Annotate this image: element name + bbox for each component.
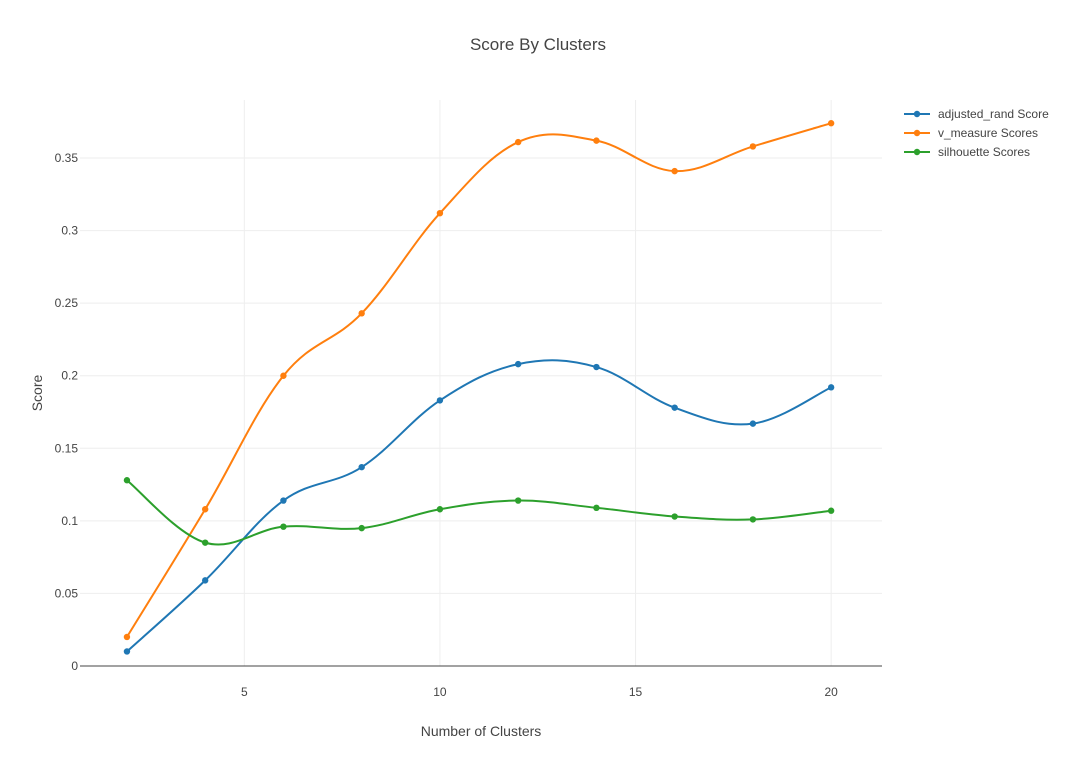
legend-marker — [913, 110, 921, 118]
data-point[interactable] — [827, 384, 835, 391]
data-point[interactable] — [749, 516, 757, 523]
grid-lines — [80, 100, 882, 666]
legend-marker — [913, 129, 921, 137]
data-point[interactable] — [593, 504, 600, 512]
data-point[interactable] — [671, 404, 678, 411]
series-line — [126, 122, 832, 638]
data-point[interactable] — [201, 539, 209, 546]
legend-marker — [913, 148, 921, 156]
y-tick-label: 0.35 — [55, 151, 79, 165]
legend[interactable]: adjusted_rand Score v_measure Scores silho… — [904, 107, 1049, 159]
data-point[interactable] — [436, 210, 444, 217]
y-tick-label: 0.15 — [55, 441, 79, 455]
x-tick-label: 5 — [241, 685, 248, 699]
legend-label: adjusted_rand Score — [938, 107, 1049, 121]
data-point[interactable] — [201, 506, 209, 513]
series-line — [126, 479, 832, 546]
data-point[interactable] — [358, 524, 365, 532]
axes: 5 10 15 20 0 0.05 0.1 0.15 0.2 0.25 0.3 0.35 — [55, 151, 882, 699]
series-2 — [123, 477, 835, 546]
data-point[interactable] — [123, 477, 131, 484]
legend-item[interactable]: v_measure Scores — [904, 126, 1038, 140]
y-tick-label: 0.3 — [61, 224, 78, 238]
data-point[interactable] — [280, 372, 287, 379]
data-point[interactable] — [593, 363, 600, 371]
series-0 — [123, 359, 835, 655]
y-tick-label: 0 — [71, 659, 78, 673]
data-point[interactable] — [671, 513, 678, 520]
y-tick-label: 0.1 — [61, 514, 78, 528]
data-point[interactable] — [749, 143, 757, 150]
data-point[interactable] — [280, 497, 287, 504]
data-point[interactable] — [514, 497, 522, 504]
data-point[interactable] — [827, 120, 835, 127]
data-point[interactable] — [436, 397, 444, 404]
data-point[interactable] — [358, 463, 365, 471]
series-1 — [123, 120, 835, 641]
legend-item[interactable]: adjusted_rand Score — [904, 107, 1049, 121]
y-axis-title: Score — [29, 375, 45, 412]
y-tick-label: 0.05 — [55, 586, 79, 600]
series-line — [126, 359, 832, 653]
legend-item[interactable]: silhouette Scores — [904, 145, 1030, 159]
legend-label: silhouette Scores — [938, 145, 1030, 159]
legend-label: v_measure Scores — [938, 126, 1038, 140]
chart-title: Score By Clusters — [470, 35, 606, 54]
x-tick-label: 20 — [824, 685, 838, 699]
data-point[interactable] — [358, 310, 365, 317]
y-tick-label: 0.2 — [61, 369, 78, 383]
data-point[interactable] — [123, 648, 131, 655]
y-tick-label: 0.25 — [55, 296, 79, 310]
series-lines — [123, 120, 835, 655]
data-point[interactable] — [671, 167, 678, 175]
data-point[interactable] — [514, 360, 522, 368]
x-axis-title: Number of Clusters — [421, 723, 542, 739]
data-point[interactable] — [280, 523, 287, 530]
data-point[interactable] — [123, 633, 131, 641]
data-point[interactable] — [749, 420, 757, 427]
data-point[interactable] — [593, 137, 600, 144]
x-tick-label: 15 — [629, 685, 643, 699]
data-point[interactable] — [201, 577, 209, 584]
data-point[interactable] — [827, 507, 835, 514]
x-tick-label: 10 — [433, 685, 447, 699]
data-point[interactable] — [436, 506, 444, 513]
data-point[interactable] — [514, 138, 522, 146]
